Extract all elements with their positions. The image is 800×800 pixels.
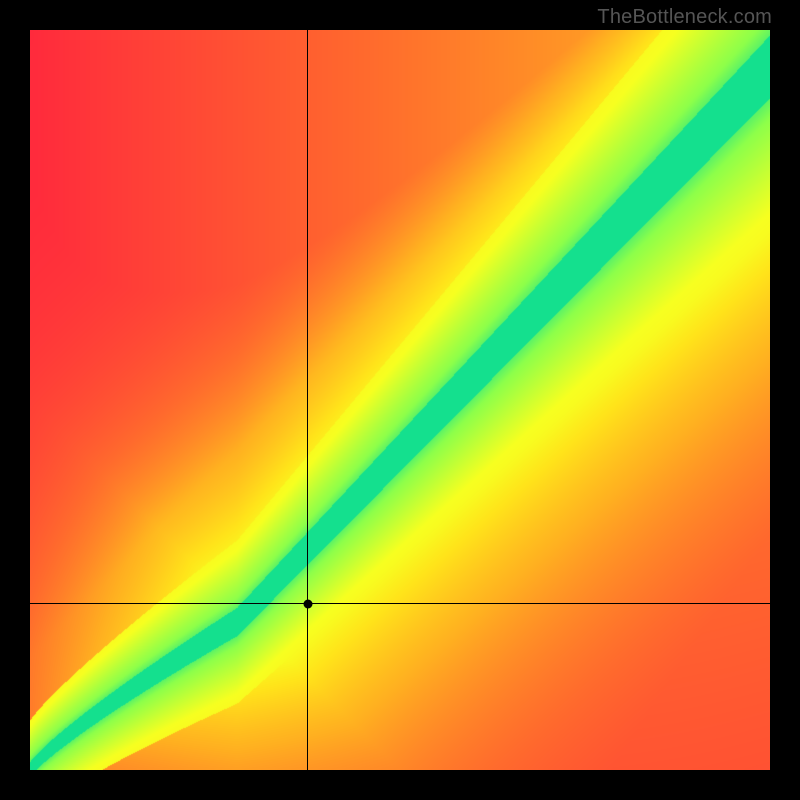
crosshair-horizontal [30, 603, 770, 604]
crosshair-vertical [307, 30, 308, 770]
plot-area [30, 30, 770, 770]
marker-dot [303, 599, 312, 608]
watermark-text: TheBottleneck.com [597, 6, 772, 29]
chart-container: TheBottleneck.com [0, 0, 800, 800]
heatmap-canvas [30, 30, 770, 770]
